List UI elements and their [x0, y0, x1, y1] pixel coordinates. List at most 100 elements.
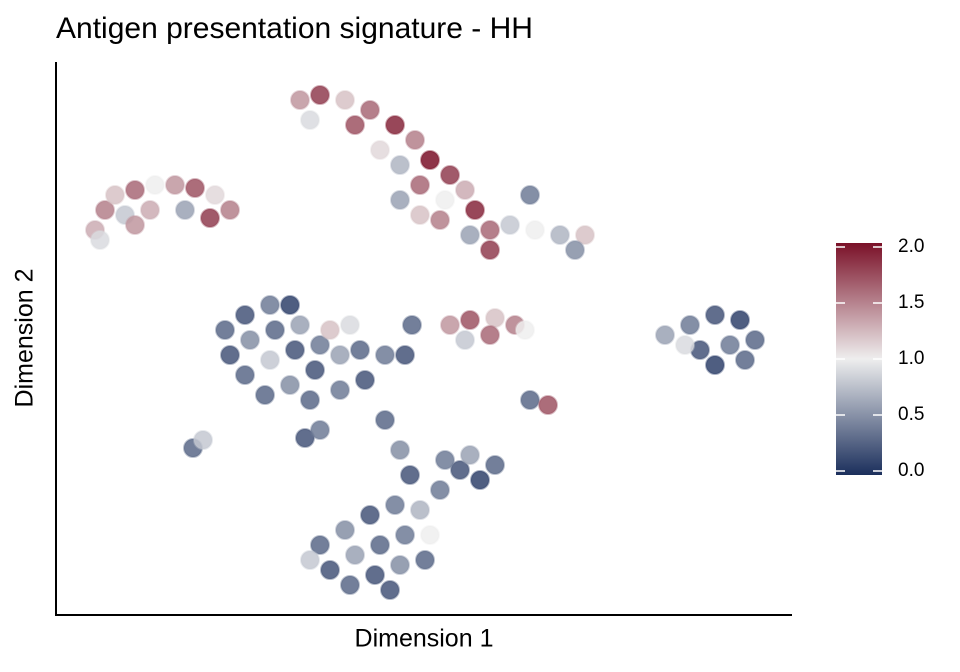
point	[430, 210, 450, 230]
point	[680, 315, 700, 335]
point	[125, 180, 145, 200]
point	[340, 575, 360, 595]
point	[175, 200, 195, 220]
point	[310, 420, 330, 440]
point	[310, 85, 330, 105]
colorbar-tick-label: 0.5	[898, 404, 924, 425]
point	[280, 295, 300, 315]
point	[335, 90, 355, 110]
point	[390, 440, 410, 460]
point	[240, 330, 260, 350]
point	[355, 370, 375, 390]
point	[480, 325, 500, 345]
point	[280, 375, 300, 395]
point	[220, 200, 240, 220]
point	[90, 230, 110, 250]
point	[320, 320, 340, 340]
point	[420, 150, 440, 170]
point	[480, 240, 500, 260]
point	[335, 520, 355, 540]
point	[550, 225, 570, 245]
point	[285, 340, 305, 360]
point	[435, 450, 455, 470]
point	[402, 315, 422, 335]
point	[95, 200, 115, 220]
point	[435, 190, 455, 210]
point	[385, 495, 405, 515]
point	[300, 550, 320, 570]
point	[400, 465, 420, 485]
point	[525, 220, 545, 240]
point	[310, 335, 330, 355]
point	[745, 330, 765, 350]
y-axis-label: Dimension 2	[11, 269, 39, 408]
point	[145, 175, 165, 195]
point	[538, 395, 558, 415]
point	[515, 320, 535, 340]
point	[185, 178, 205, 198]
point	[350, 340, 370, 360]
point	[460, 445, 480, 465]
point	[370, 140, 390, 160]
point	[235, 365, 255, 385]
point	[220, 345, 240, 365]
point	[125, 215, 145, 235]
chart-title: Antigen presentation signature - HH	[56, 12, 533, 45]
x-axis-label: Dimension 1	[355, 625, 494, 653]
point	[290, 315, 310, 335]
point	[200, 208, 220, 228]
point	[485, 308, 505, 328]
point	[470, 470, 490, 490]
point	[410, 205, 430, 225]
point	[405, 130, 425, 150]
colorbar-tick-label: 0.0	[898, 460, 924, 481]
point	[450, 460, 470, 480]
point	[300, 390, 320, 410]
point	[255, 385, 275, 405]
point	[480, 220, 500, 240]
point	[140, 200, 160, 220]
colorbar-tick-label: 2.0	[898, 236, 924, 257]
point	[380, 580, 400, 600]
point	[520, 390, 540, 410]
colorbar-tick-label: 1.0	[898, 348, 924, 369]
point	[300, 110, 320, 130]
point	[375, 410, 395, 430]
point	[370, 535, 390, 555]
point	[330, 380, 350, 400]
point	[205, 185, 225, 205]
point	[390, 155, 410, 175]
point	[440, 165, 460, 185]
point	[575, 225, 595, 245]
point	[440, 315, 460, 335]
point	[235, 305, 255, 325]
point	[455, 180, 475, 200]
point	[265, 320, 285, 340]
point	[260, 350, 280, 370]
point	[655, 325, 675, 345]
point	[360, 100, 380, 120]
point	[735, 350, 755, 370]
point	[460, 225, 480, 245]
point	[320, 560, 340, 580]
point	[215, 320, 235, 340]
point	[385, 115, 405, 135]
point	[705, 355, 725, 375]
point	[520, 185, 540, 205]
point	[395, 525, 415, 545]
point	[675, 335, 695, 355]
point	[410, 175, 430, 195]
point	[390, 555, 410, 575]
point	[345, 545, 365, 565]
point	[430, 480, 450, 500]
point	[465, 200, 485, 220]
point	[415, 550, 435, 570]
point	[730, 310, 750, 330]
point	[485, 455, 505, 475]
point	[290, 90, 310, 110]
point	[410, 500, 430, 520]
point	[330, 345, 350, 365]
point	[500, 215, 520, 235]
point	[705, 305, 725, 325]
